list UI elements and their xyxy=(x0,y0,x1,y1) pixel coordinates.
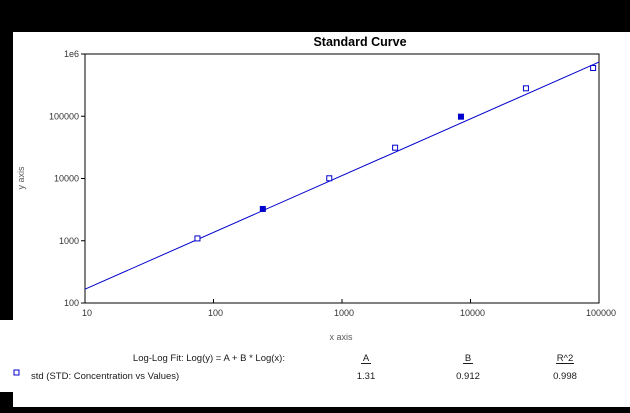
x-axis-ticks: 10 100 1000 10000 100000 xyxy=(82,299,616,318)
data-point-marker xyxy=(590,64,597,71)
x-tick-label: 10000 xyxy=(460,308,485,318)
plot-area-frame xyxy=(84,53,600,304)
x-tick-label: 100 xyxy=(208,308,223,318)
data-point-marker xyxy=(457,113,464,120)
fit-equation-label: Log-Log Fit: Log(y) = A + B * Log(x): xyxy=(133,353,285,364)
x-tick-label: 100000 xyxy=(586,308,616,318)
chart-panel-left-strip xyxy=(0,320,13,392)
fit-line-segment xyxy=(84,61,600,290)
data-point-marker xyxy=(326,175,333,182)
data-point-marker xyxy=(259,205,266,212)
y-tick-label: 1e6 xyxy=(64,49,79,59)
data-point-marker xyxy=(522,85,529,92)
legend-marker-icon xyxy=(13,369,20,376)
data-point-marker xyxy=(194,235,201,242)
fit-value-b: 0.912 xyxy=(456,371,480,382)
fit-value-a: 1.31 xyxy=(357,371,376,382)
fit-value-r2: 0.998 xyxy=(553,371,577,382)
y-tick-label: 100000 xyxy=(49,111,79,121)
x-tick-label: 1000 xyxy=(334,308,354,318)
fit-column-header-r2: R^2 xyxy=(557,353,574,364)
chart-title: Standard Curve xyxy=(313,35,406,49)
fit-line xyxy=(84,61,600,290)
y-axis-ticks: 100 1000 10000 100000 1e6 xyxy=(49,49,85,308)
fit-column-header-b: B xyxy=(465,353,471,364)
fit-column-header-a: A xyxy=(363,353,370,364)
data-points xyxy=(194,64,597,242)
legend-series-label: std (STD: Concentration vs Values) xyxy=(31,371,179,382)
x-tick-label: 10 xyxy=(82,308,92,318)
y-tick-label: 10000 xyxy=(54,174,79,184)
y-tick-label: 1000 xyxy=(59,236,79,246)
data-point-marker xyxy=(392,144,399,151)
y-axis-title: y axis xyxy=(16,166,26,190)
y-tick-label: 100 xyxy=(64,298,79,308)
x-axis-title: x axis xyxy=(329,332,353,342)
